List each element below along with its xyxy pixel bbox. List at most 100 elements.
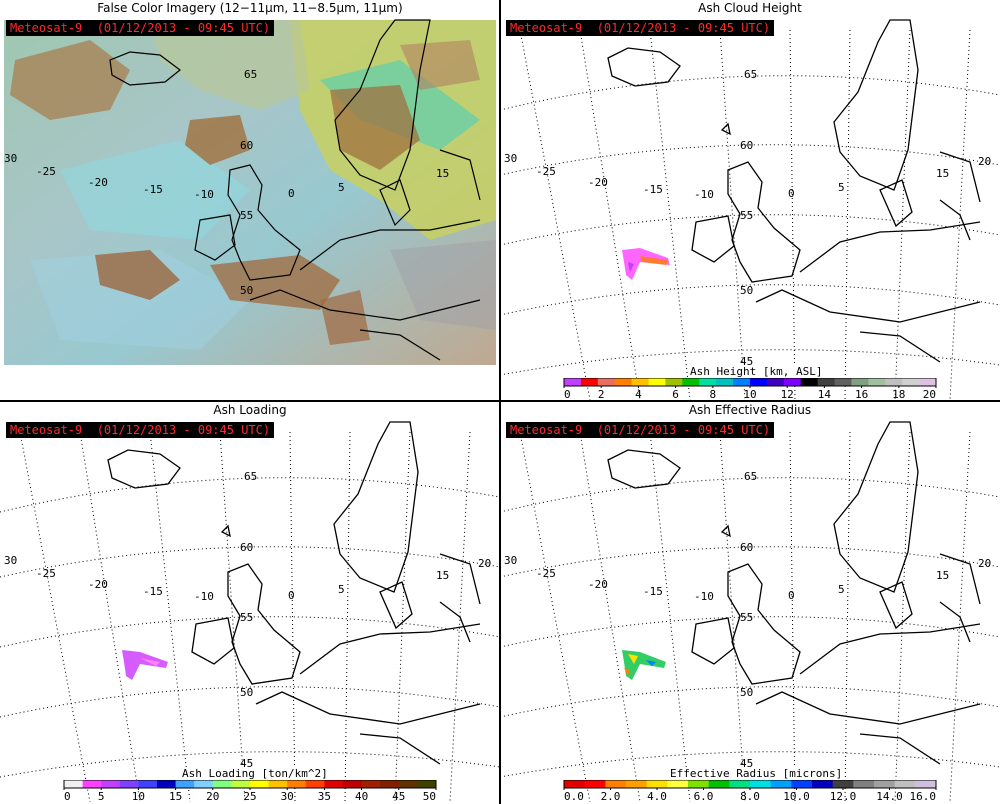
radius-colorbar-tick-label: 0.0 — [564, 790, 584, 802]
loading-colorbar-swatch — [82, 780, 102, 788]
height-colorbar-swatch — [648, 378, 666, 386]
radius-colorbar-swatch — [708, 780, 730, 788]
height-colorbar-tick-label: 18 — [892, 388, 905, 400]
radius-colorbar-swatch — [874, 780, 896, 788]
panel-false-color: False Color Imagery (12−11μm, 11−8.5μm, … — [0, 0, 500, 402]
svg-text:0: 0 — [788, 187, 795, 200]
svg-text:50: 50 — [740, 284, 753, 297]
svg-text:0: 0 — [288, 187, 295, 200]
svg-text:-25: -25 — [536, 165, 556, 178]
panel-ash-loading: Ash Loading 30 -25 -20 -15 -10 0 5 15 20 — [0, 402, 500, 804]
radius-colorbar-tick-label: 16.0 — [910, 790, 937, 802]
ash-plume — [122, 650, 168, 680]
svg-text:-20: -20 — [588, 176, 608, 189]
false-color-image: 30 -25 -20 -15 -10 0 5 15 65 60 55 50 — [4, 19, 496, 365]
svg-text:15: 15 — [936, 167, 949, 180]
height-colorbar-tick-label: 0 — [564, 388, 571, 400]
loading-colorbar-tick-label: 25 — [243, 790, 256, 802]
svg-text:65: 65 — [244, 470, 257, 483]
svg-text:5: 5 — [838, 181, 845, 194]
satellite-label: Meteosat-9 (01/12/2013 - 09:45 UTC) — [6, 422, 275, 438]
svg-text:55: 55 — [240, 611, 253, 624]
svg-text:-10: -10 — [194, 188, 214, 201]
colorbar-title: Effective Radius [microns] — [668, 767, 845, 780]
svg-text:50: 50 — [740, 686, 753, 699]
svg-text:20: 20 — [478, 557, 491, 570]
loading-colorbar-swatch — [417, 780, 437, 788]
svg-text:-10: -10 — [694, 590, 714, 603]
loading-colorbar-swatch — [212, 780, 232, 788]
loading-colorbar-tick-label: 30 — [281, 790, 294, 802]
svg-text:50: 50 — [240, 686, 253, 699]
svg-text:60: 60 — [740, 541, 753, 554]
radius-colorbar-swatch — [894, 780, 916, 788]
loading-colorbar-tick-label: 15 — [169, 790, 182, 802]
svg-text:0: 0 — [288, 589, 295, 602]
svg-text:15: 15 — [436, 167, 449, 180]
loading-colorbar-tick-label: 50 — [423, 790, 436, 802]
svg-text:5: 5 — [338, 583, 345, 596]
radius-colorbar-swatch — [853, 780, 875, 788]
height-colorbar-swatch — [631, 378, 650, 386]
panel-title: Ash Effective Radius — [688, 403, 812, 417]
height-colorbar-swatch — [716, 378, 734, 386]
svg-text:60: 60 — [740, 139, 753, 152]
panel-divider-vertical — [499, 0, 501, 804]
radius-colorbar-swatch — [564, 780, 586, 788]
loading-colorbar-swatch — [361, 780, 381, 788]
svg-text:15: 15 — [436, 569, 449, 582]
loading-colorbar-swatch — [343, 780, 363, 788]
radius-colorbar-tick-label: 14.0 — [876, 790, 903, 802]
height-colorbar-swatch — [665, 378, 683, 386]
loading-colorbar-tick-label: 35 — [318, 790, 331, 802]
satellite-label: Meteosat-9 (01/12/2013 - 09:45 UTC) — [6, 20, 275, 36]
height-colorbar-swatch — [902, 378, 920, 386]
loading-colorbar-swatch — [380, 780, 400, 788]
height-colorbar-tick-label: 14 — [818, 388, 832, 400]
loading-colorbar-swatch — [398, 780, 418, 788]
height-colorbar-swatch — [580, 378, 599, 386]
radius-colorbar-tick-label: 12.0 — [830, 790, 857, 802]
svg-text:60: 60 — [240, 139, 253, 152]
height-colorbar-swatch — [800, 378, 819, 386]
svg-text:-20: -20 — [588, 578, 608, 591]
svg-text:5: 5 — [838, 583, 845, 596]
svg-text:55: 55 — [740, 611, 753, 624]
svg-text:50: 50 — [240, 284, 253, 297]
height-colorbar-tick-label: 2 — [598, 388, 605, 400]
height-colorbar-swatch — [783, 378, 802, 386]
svg-text:-10: -10 — [694, 188, 714, 201]
radius-colorbar-swatch — [750, 780, 772, 788]
svg-text:0: 0 — [788, 589, 795, 602]
loading-colorbar-swatch — [157, 780, 177, 788]
svg-text:20: 20 — [978, 557, 991, 570]
radius-colorbar-swatch — [626, 780, 648, 788]
loading-colorbar-swatch — [101, 780, 121, 788]
radius-colorbar-swatch — [770, 780, 792, 788]
satellite-label: Meteosat-9 (01/12/2013 - 09:45 UTC) — [506, 422, 775, 438]
colorbar-ash-loading: 0 5 10 15 20 25 30 35 40 45 50 — [63, 780, 437, 802]
ash-plume — [622, 248, 670, 280]
loading-colorbar-tick-label: 40 — [355, 790, 368, 802]
svg-text:-25: -25 — [36, 567, 56, 580]
height-colorbar-swatch — [699, 378, 717, 386]
svg-text:-20: -20 — [88, 578, 108, 591]
height-colorbar-swatch — [733, 378, 751, 386]
height-colorbar-swatch — [885, 378, 903, 386]
loading-colorbar-swatch — [119, 780, 139, 788]
loading-colorbar-tick-label: 20 — [206, 790, 219, 802]
height-colorbar-swatch — [750, 378, 768, 386]
svg-text:-15: -15 — [143, 585, 163, 598]
panel-title: False Color Imagery (12−11μm, 11−8.5μm, … — [97, 1, 403, 15]
height-colorbar-tick-label: 4 — [635, 388, 642, 400]
loading-colorbar-swatch — [138, 780, 158, 788]
height-colorbar-tick-label: 6 — [672, 388, 679, 400]
height-colorbar-swatch — [868, 378, 886, 386]
svg-text:-15: -15 — [643, 585, 663, 598]
radius-colorbar-tick-label: 4.0 — [647, 790, 667, 802]
height-colorbar-swatch — [834, 378, 852, 386]
radius-colorbar-swatch — [584, 780, 606, 788]
height-colorbar-swatch — [614, 378, 633, 386]
